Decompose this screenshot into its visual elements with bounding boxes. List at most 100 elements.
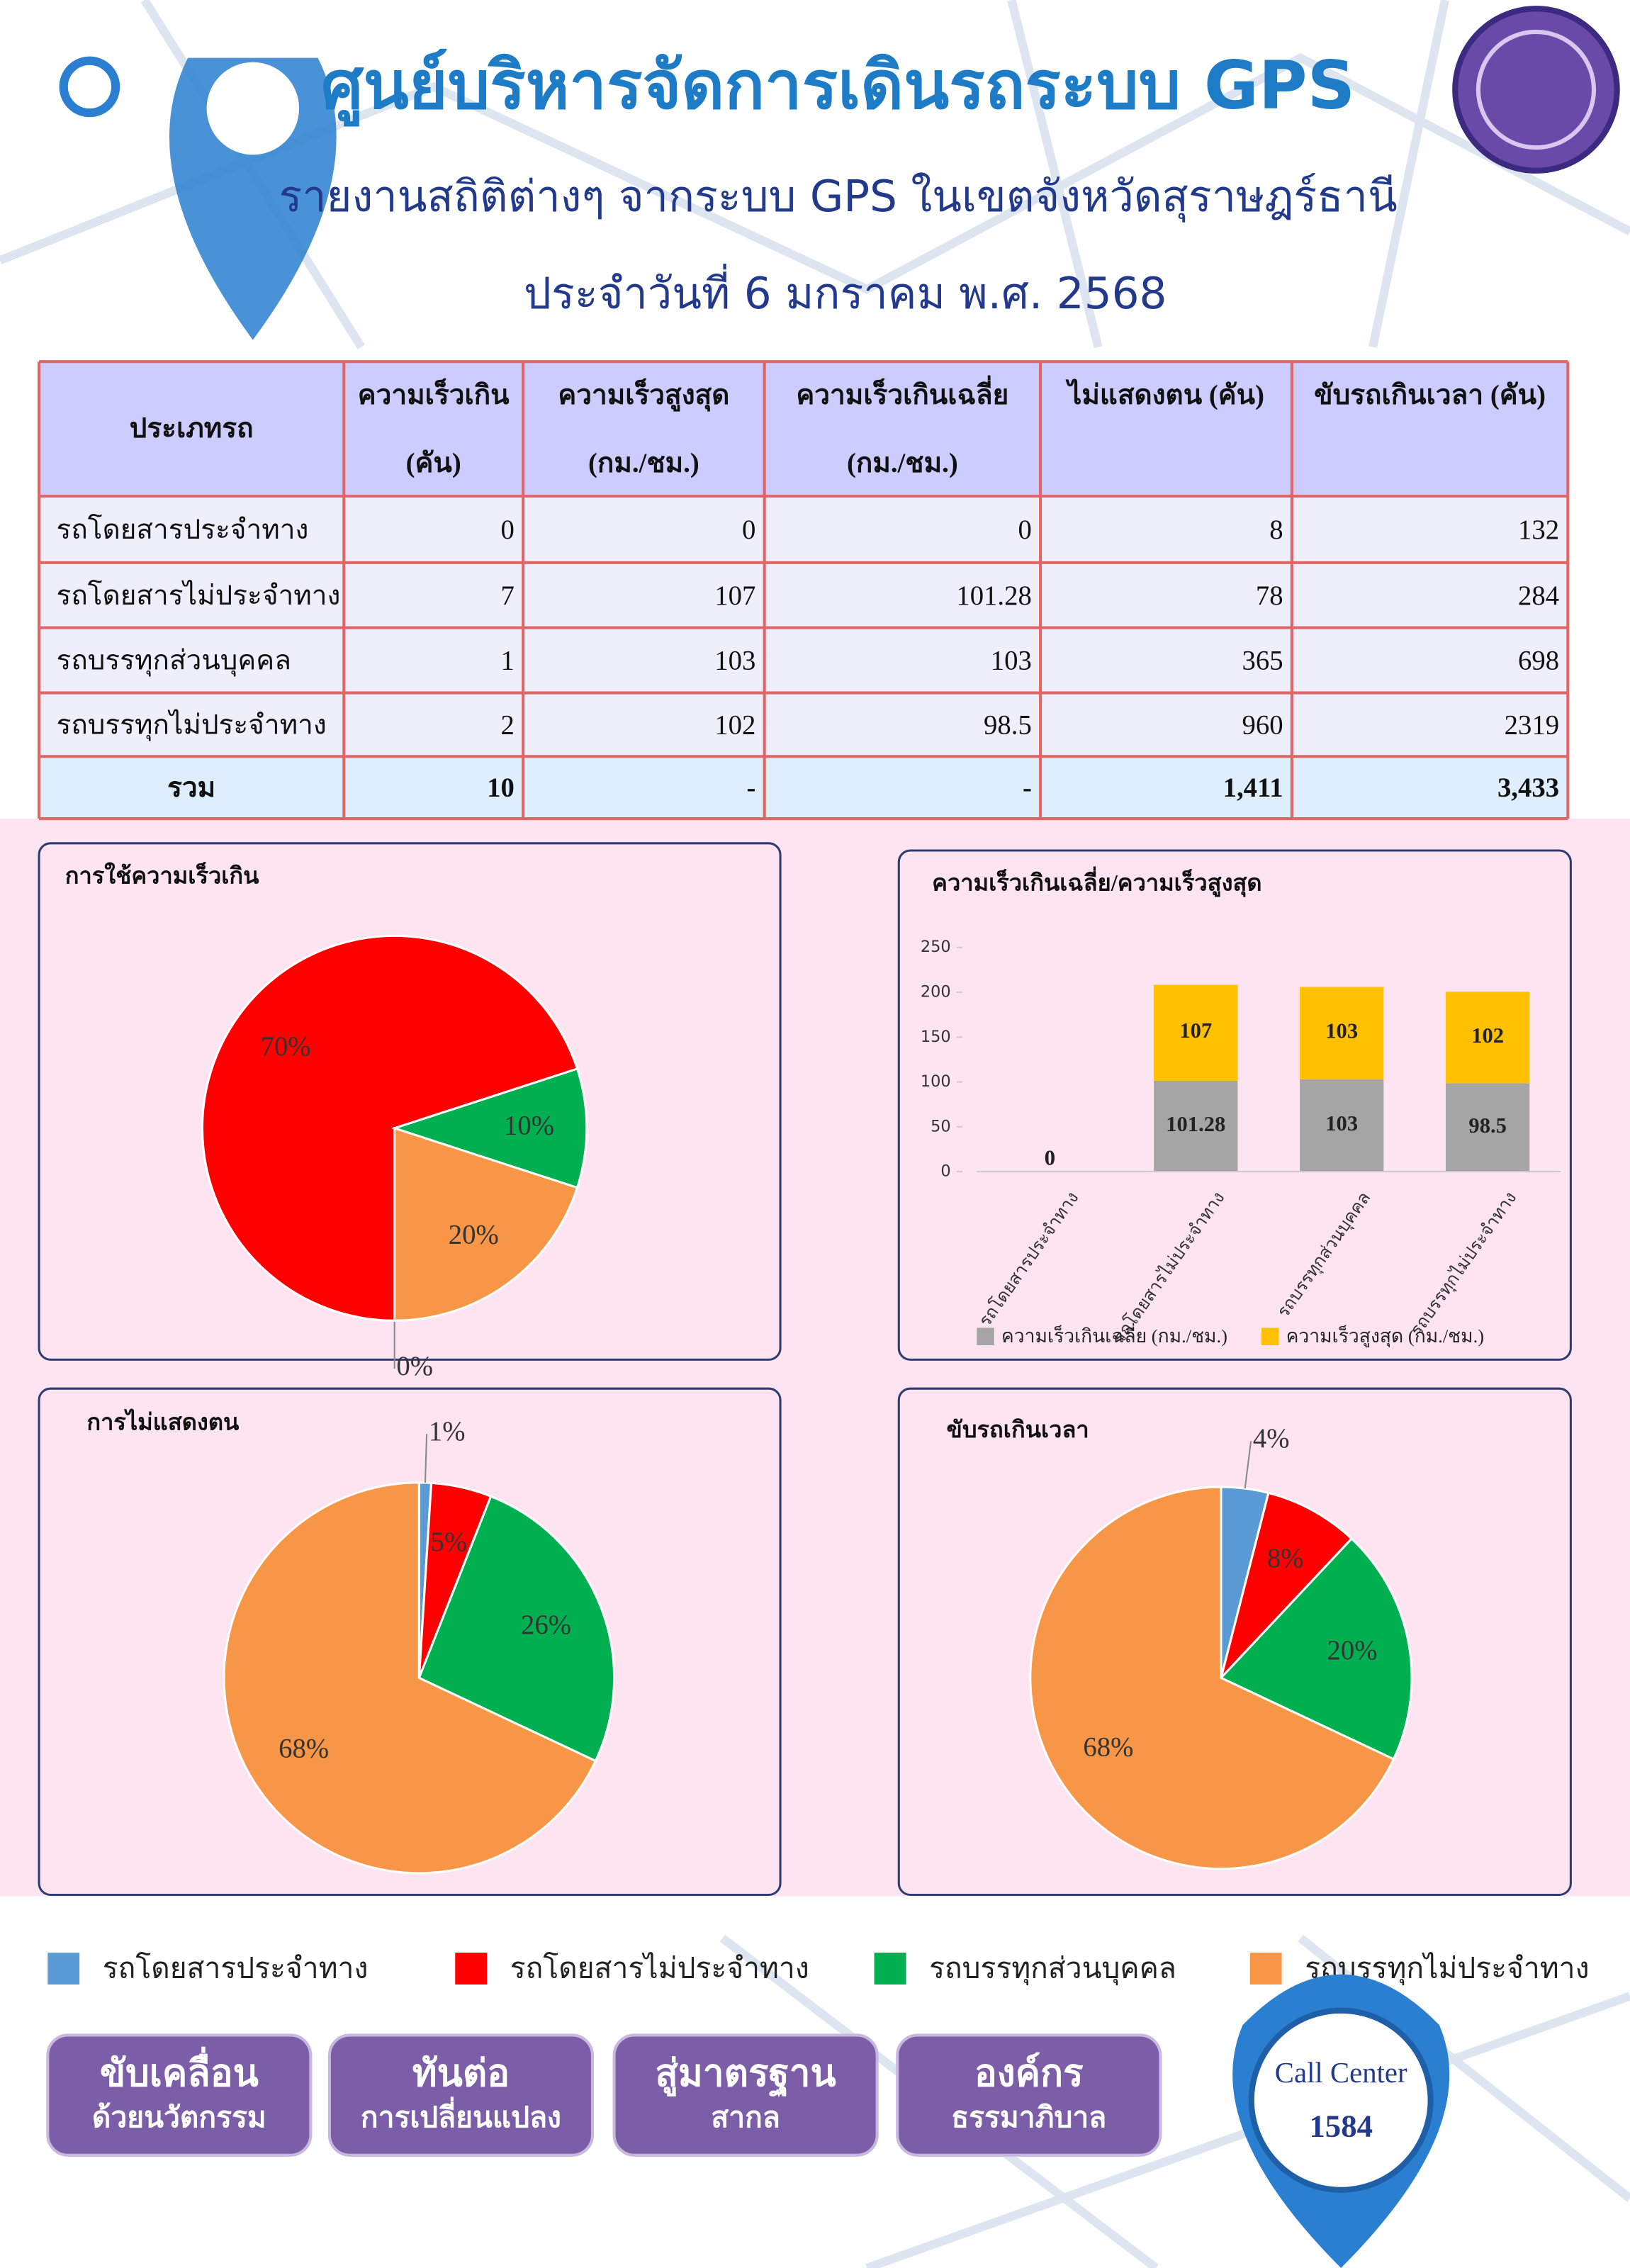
table-cell: 1,411 (1223, 773, 1283, 803)
table-cell: - (1023, 773, 1032, 803)
motto-text: ขับเคลื่อน (100, 2046, 259, 2095)
chart-title: การใช้ความเร็วเกิน (65, 861, 259, 889)
table-cell: 7 (501, 580, 515, 611)
pie-label: 68% (1083, 1731, 1133, 1762)
bar-value-label: 103 (1325, 1111, 1358, 1135)
table-cell: 284 (1518, 580, 1559, 611)
pie-label: 4% (1253, 1423, 1290, 1454)
table-cell: - (747, 773, 756, 803)
legend-label: รถโดยสารไม่ประจำทาง (510, 1951, 809, 1985)
legend-label: ความเร็วสูงสุด (กม./ชม.) (1286, 1324, 1484, 1347)
table-cell: 3,433 (1497, 773, 1559, 803)
column-header: ไม่แสดงตน (คัน) (1065, 378, 1264, 410)
bar-segment (1154, 984, 1238, 1081)
y-tick-label: 0 (940, 1162, 950, 1181)
table-cell: 698 (1518, 646, 1559, 676)
column-header: ขับรถเกินเวลา (คัน) (1314, 380, 1546, 410)
bar-segment (1154, 1080, 1238, 1172)
legend-swatch (874, 1953, 906, 1984)
pie-slice (201, 934, 579, 1322)
pie-label: 8% (1267, 1543, 1304, 1573)
table-cell: 103 (714, 646, 755, 676)
motto-button (612, 2033, 879, 2157)
table-cell: 98.5 (984, 709, 1032, 740)
bar-segment (1300, 1079, 1384, 1172)
leader-line (424, 1434, 428, 1483)
table-cell: รถโดยสารไม่ประจำทาง (57, 580, 341, 611)
table-cell: 0 (742, 515, 755, 545)
table: ประเภทรถ ความเร็วเกิน (คัน) ความเร็วสูงสุด (… (38, 360, 1570, 821)
bar-segment (1446, 992, 1530, 1084)
pie-label: 10% (504, 1111, 554, 1141)
motto-text: องค์กร (974, 2051, 1084, 2095)
motto-text: ด้วยนวัตกรรม (92, 2100, 266, 2134)
pie-slice (1029, 1486, 1395, 1870)
table-cell: 107 (714, 580, 755, 611)
motto-text: ธรรมาภิบาล (951, 2100, 1106, 2134)
motto-text: ทันต่อ (412, 2051, 510, 2095)
y-tick-label: 200 (921, 982, 951, 1001)
table-cell: 101.28 (956, 580, 1032, 611)
table-cell: 2319 (1505, 709, 1559, 740)
table-total-bg (39, 756, 1568, 819)
table-cell: 960 (1242, 709, 1283, 740)
call-center-badge (1248, 2007, 1434, 2193)
legend-label: ความเร็วเกินเฉลี่ย (กม./ชม.) (1001, 1323, 1227, 1347)
subtitle: รายงานสถิติต่างๆ จากระบบ GPS ในเขตจังหวั… (279, 172, 1397, 223)
bar-value-label: 102 (1471, 1023, 1504, 1048)
pie-slice (390, 1067, 588, 1189)
table-cell: 1 (501, 646, 515, 676)
legend-label: รถโดยสารประจำทาง (103, 1951, 369, 1985)
pie-label: 20% (1327, 1635, 1378, 1666)
column-header: (คัน) (406, 448, 461, 478)
pie-label: 26% (521, 1610, 571, 1640)
motto-text: สากล (711, 2100, 780, 2134)
table-cell: 8 (1269, 515, 1283, 545)
bar-segment (1300, 987, 1384, 1079)
motto-button (46, 2033, 313, 2157)
column-header: ความเร็วเกินเฉลี่ย (796, 375, 1008, 410)
table-cell: 0 (1018, 515, 1031, 545)
pie-label: 0% (396, 1351, 433, 1381)
pin-icon (59, 56, 120, 118)
pie-slice (393, 1126, 579, 1322)
chart-title: การไม่แสดงตน (86, 1409, 240, 1436)
table-cell: 2 (501, 709, 515, 740)
pie-slice (223, 1481, 597, 1875)
title: ศูนย์บริหารจัดการเดินรถระบบ GPS (321, 47, 1355, 127)
table-cell: 132 (1518, 515, 1559, 545)
table-cell: รถบรรทุกไม่ประจำทาง (57, 709, 327, 741)
bar-value-label: 107 (1179, 1018, 1212, 1043)
pie-slice (1220, 1491, 1354, 1679)
charts: การใช้ความเร็วเกิน 0% 70% 10% 20% ความเร็วเกิ… (46, 861, 1589, 2157)
column-header: (กม./ชม.) (588, 448, 699, 478)
pie-slice (417, 1495, 616, 1763)
bar-value-label: 98.5 (1468, 1113, 1506, 1138)
pin-icon (169, 57, 337, 340)
motto-text: สู่มาตรฐาน (656, 2051, 836, 2098)
column-header: ความเร็วสูงสุด (558, 378, 729, 412)
pie-label: 5% (431, 1527, 468, 1557)
pie-label: 70% (261, 1031, 311, 1062)
table-cell: 102 (714, 709, 755, 740)
column-header: ความเร็วเกิน (358, 378, 510, 410)
motto-text: การเปลี่ยนแปลง (361, 2096, 561, 2134)
pie-slice (1219, 1537, 1413, 1761)
chart-title: ขับรถเกินเวลา (947, 1418, 1089, 1443)
legend-swatch (1261, 1327, 1279, 1345)
bar-value-label: 103 (1325, 1019, 1358, 1043)
legend-swatch (1249, 1953, 1282, 1984)
table-cell: 78 (1256, 580, 1283, 611)
legend-swatch (977, 1327, 994, 1345)
legend-label: รถบรรทุกส่วนบุคคล (929, 1951, 1176, 1986)
legend-swatch (455, 1953, 488, 1984)
pin-hole (206, 62, 300, 155)
table-cell: รวม (167, 773, 215, 803)
table-cell: 0 (501, 515, 515, 545)
y-tick-label: 100 (921, 1072, 951, 1091)
column-header: (กม./ชม.) (847, 448, 958, 478)
bar-segment (1446, 1083, 1530, 1172)
table-cell: รถโดยสารประจำทาง (57, 514, 309, 545)
table-cell: 365 (1242, 646, 1283, 676)
